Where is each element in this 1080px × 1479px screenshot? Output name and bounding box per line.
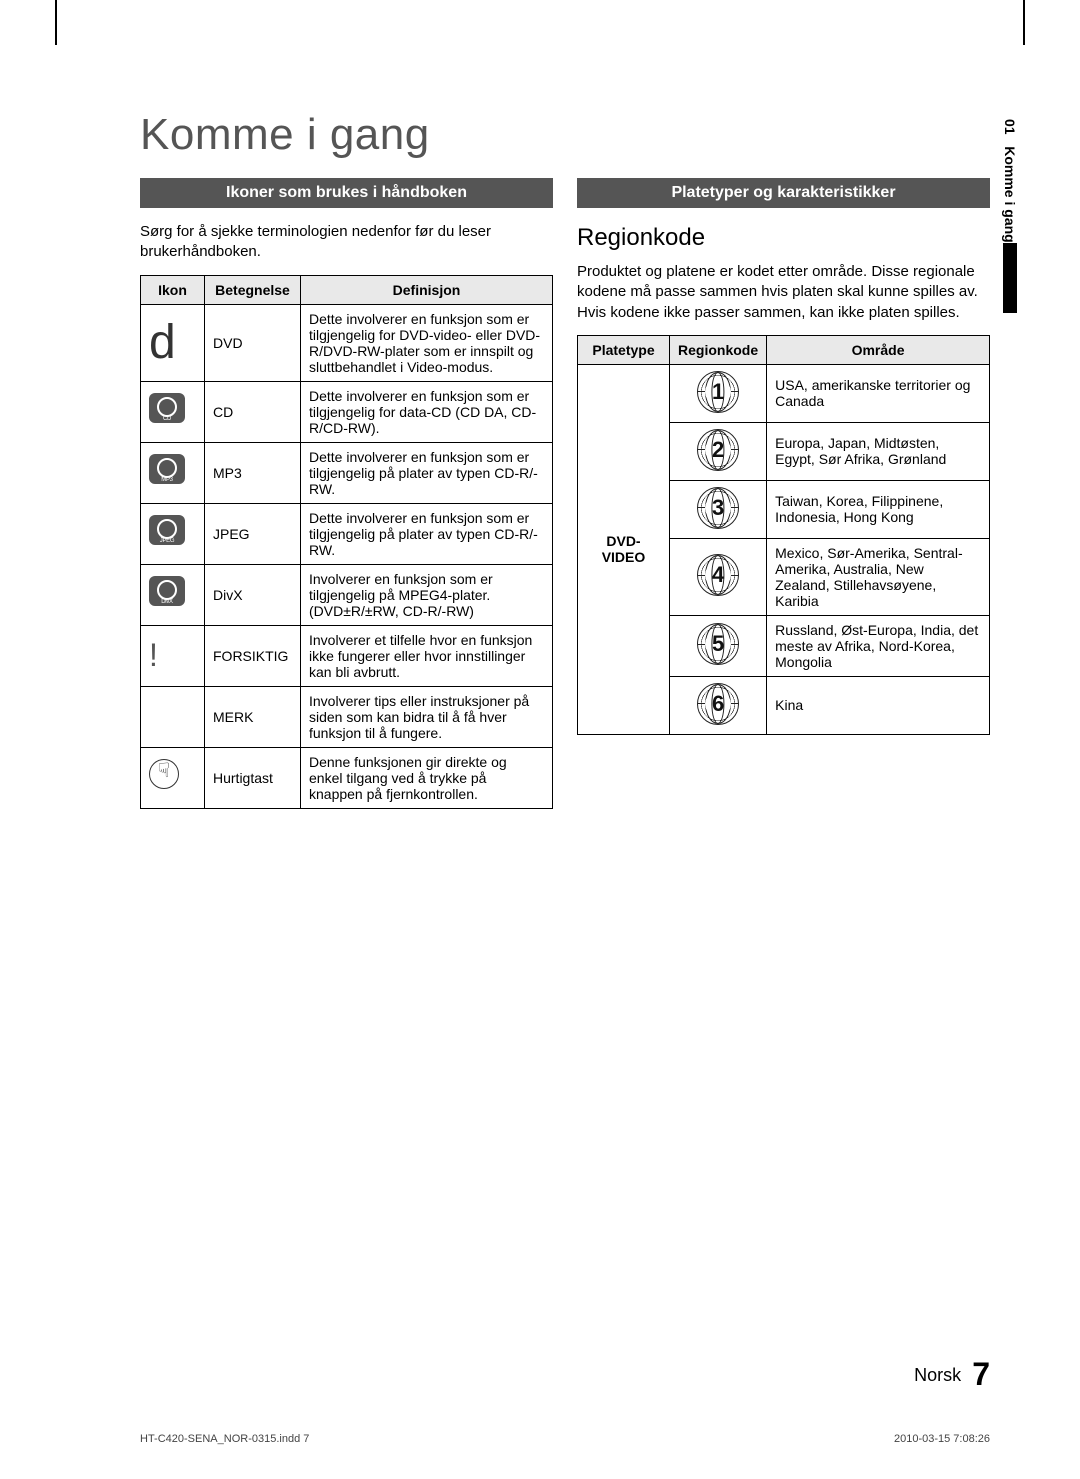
table-row: ! FORSIKTIGInvolverer et tilfelle hvor en… [141, 625, 553, 686]
chapter-side-tab: 01 Komme i gang [1002, 115, 1018, 313]
region-number: 2 [698, 430, 738, 470]
regioncode-cell: 6 [670, 676, 767, 734]
content-columns: Ikoner som brukes i håndboken Sørg for å… [140, 178, 990, 809]
disc-icon [149, 393, 185, 423]
table-row: CDDette involverer en funksjon som er ti… [141, 381, 553, 442]
disc-icon [149, 454, 185, 484]
region-number: 1 [698, 372, 738, 412]
page-footer: Norsk 7 [914, 1356, 990, 1393]
definition-cell: Involverer tips eller instruksjoner på s… [301, 686, 553, 747]
chapter-number: 01 [1002, 119, 1018, 135]
globe-icon: 4 [697, 554, 739, 596]
area-cell: USA, amerikanske territorier og Canada [767, 364, 990, 422]
table-row: d DVDDette involverer en funksjon som er … [141, 304, 553, 381]
icons-intro: Sørg for å sjekke terminologien nedenfor… [140, 222, 553, 263]
regioncode-cell: 5 [670, 615, 767, 676]
regioncode-cell: 4 [670, 538, 767, 615]
table-row: HurtigtastDenne funksjonen gir direkte o… [141, 747, 553, 808]
regioncode-intro: Produktet og platene er kodet etter områ… [577, 262, 990, 323]
th-platetype: Platetype [578, 335, 670, 364]
definition-cell: Denne funksjonen gir direkte og enkel ti… [301, 747, 553, 808]
right-column: Platetyper og karakteristikker Regionkod… [577, 178, 990, 809]
globe-icon: 5 [697, 623, 739, 665]
manual-page: 01 Komme i gang Komme i gang Ikoner som … [0, 0, 1080, 1479]
region-number: 4 [698, 555, 738, 595]
definition-cell: Dette involverer en funksjon som er tilg… [301, 503, 553, 564]
globe-icon: 2 [697, 429, 739, 471]
definition-cell: Dette involverer en funksjon som er tilg… [301, 381, 553, 442]
crop-mark [1023, 0, 1025, 45]
term-cell: Hurtigtast [205, 747, 301, 808]
regioncode-cell: 2 [670, 422, 767, 480]
chapter-title: Komme i gang [1002, 146, 1018, 242]
th-term: Betegnelse [205, 275, 301, 304]
icon-cell: ! [141, 625, 205, 686]
section-bar-icons: Ikoner som brukes i håndboken [140, 178, 553, 208]
term-cell: MERK [205, 686, 301, 747]
table-row: DivXInvolverer en funksjon som er tilgje… [141, 564, 553, 625]
regioncode-cell: 1 [670, 364, 767, 422]
globe-icon: 1 [697, 371, 739, 413]
icon-cell [141, 747, 205, 808]
table-row: DVD-VIDEO1USA, amerikanske territorier o… [578, 364, 990, 422]
page-title: Komme i gang [140, 110, 990, 160]
area-cell: Russland, Øst-Europa, India, det meste a… [767, 615, 990, 676]
region-number: 3 [698, 488, 738, 528]
caution-icon: ! [149, 637, 158, 673]
imprint-timestamp: 2010-03-15 7:08:26 [894, 1433, 990, 1445]
term-cell: FORSIKTIG [205, 625, 301, 686]
area-cell: Europa, Japan, Midtøsten, Egypt, Sør Afr… [767, 422, 990, 480]
table-row: MERKInvolverer tips eller instruksjoner … [141, 686, 553, 747]
footer-page-number: 7 [972, 1356, 990, 1392]
regioncode-cell: 3 [670, 480, 767, 538]
area-cell: Mexico, Sør-Amerika, Sentral-Amerika, Au… [767, 538, 990, 615]
disc-icon [149, 515, 185, 545]
term-cell: DivX [205, 564, 301, 625]
term-cell: CD [205, 381, 301, 442]
shortcut-icon [149, 759, 179, 789]
regioncode-heading: Regionkode [577, 224, 990, 252]
disctype-cell: DVD-VIDEO [578, 364, 670, 734]
table-row: JPEGDette involverer en funksjon som er … [141, 503, 553, 564]
left-column: Ikoner som brukes i håndboken Sørg for å… [140, 178, 553, 809]
definition-cell: Involverer et tilfelle hvor en funksjon … [301, 625, 553, 686]
icon-cell [141, 686, 205, 747]
area-cell: Taiwan, Korea, Filippinene, Indonesia, H… [767, 480, 990, 538]
icon-cell: d [141, 304, 205, 381]
footer-lang: Norsk [914, 1365, 961, 1385]
term-cell: DVD [205, 304, 301, 381]
print-imprint: HT-C420-SENA_NOR-0315.indd 7 2010-03-15 … [140, 1433, 990, 1445]
dvd-icon: d [149, 316, 176, 369]
side-tab-marker [1003, 243, 1017, 313]
section-bar-disctypes: Platetyper og karakteristikker [577, 178, 990, 208]
imprint-file: HT-C420-SENA_NOR-0315.indd 7 [140, 1433, 309, 1445]
th-area: Område [767, 335, 990, 364]
crop-mark [55, 0, 57, 45]
th-regioncode: Regionkode [670, 335, 767, 364]
area-cell: Kina [767, 676, 990, 734]
definition-cell: Involverer en funksjon som er tilgjengel… [301, 564, 553, 625]
icon-cell [141, 381, 205, 442]
icon-definition-table: Ikon Betegnelse Definisjon dDVDDette inv… [140, 275, 553, 809]
regioncode-table: Platetype Regionkode Område DVD-VIDEO1US… [577, 335, 990, 735]
region-number: 5 [698, 624, 738, 664]
th-def: Definisjon [301, 275, 553, 304]
definition-cell: Dette involverer en funksjon som er tilg… [301, 442, 553, 503]
globe-icon: 3 [697, 487, 739, 529]
th-icon: Ikon [141, 275, 205, 304]
disc-icon [149, 576, 185, 606]
table-row: MP3Dette involverer en funksjon som er t… [141, 442, 553, 503]
term-cell: MP3 [205, 442, 301, 503]
icon-cell [141, 564, 205, 625]
icon-cell [141, 442, 205, 503]
globe-icon: 6 [697, 683, 739, 725]
region-number: 6 [698, 684, 738, 724]
term-cell: JPEG [205, 503, 301, 564]
definition-cell: Dette involverer en funksjon som er tilg… [301, 304, 553, 381]
icon-cell [141, 503, 205, 564]
